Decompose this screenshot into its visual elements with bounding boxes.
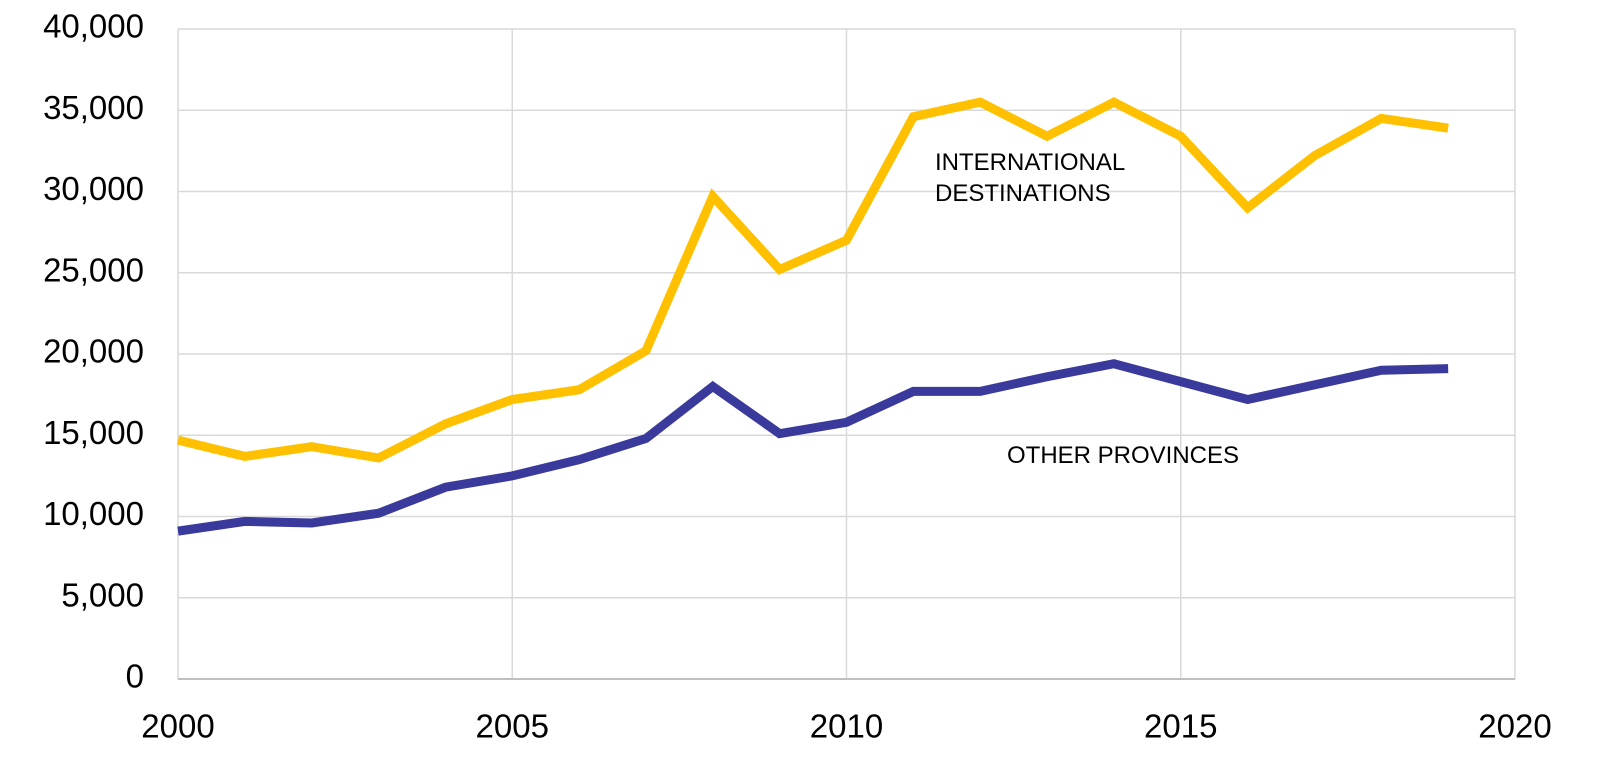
y-tick-label: 10,000 xyxy=(43,495,144,532)
y-tick-label: 5,000 xyxy=(61,576,144,613)
y-tick-label: 25,000 xyxy=(43,251,144,288)
series-annotation: INTERNATIONAL DESTINATIONS xyxy=(935,149,1125,207)
series-line xyxy=(177,359,1449,536)
x-tick-label: 2020 xyxy=(1478,708,1551,745)
y-tick-label: 30,000 xyxy=(43,170,144,207)
x-tick-label: 2010 xyxy=(810,708,883,745)
series-line xyxy=(176,97,1449,463)
x-tick-label: 2005 xyxy=(476,708,549,745)
y-tick-label: 35,000 xyxy=(43,89,144,126)
y-tick-label: 0 xyxy=(126,658,144,695)
y-tick-label: 15,000 xyxy=(43,414,144,451)
x-tick-label: 2015 xyxy=(1144,708,1217,745)
y-tick-label: 40,000 xyxy=(43,8,144,45)
series-annotation: OTHER PROVINCES xyxy=(1007,442,1240,469)
x-tick-label: 2000 xyxy=(141,708,214,745)
y-tick-label: 20,000 xyxy=(43,333,144,370)
